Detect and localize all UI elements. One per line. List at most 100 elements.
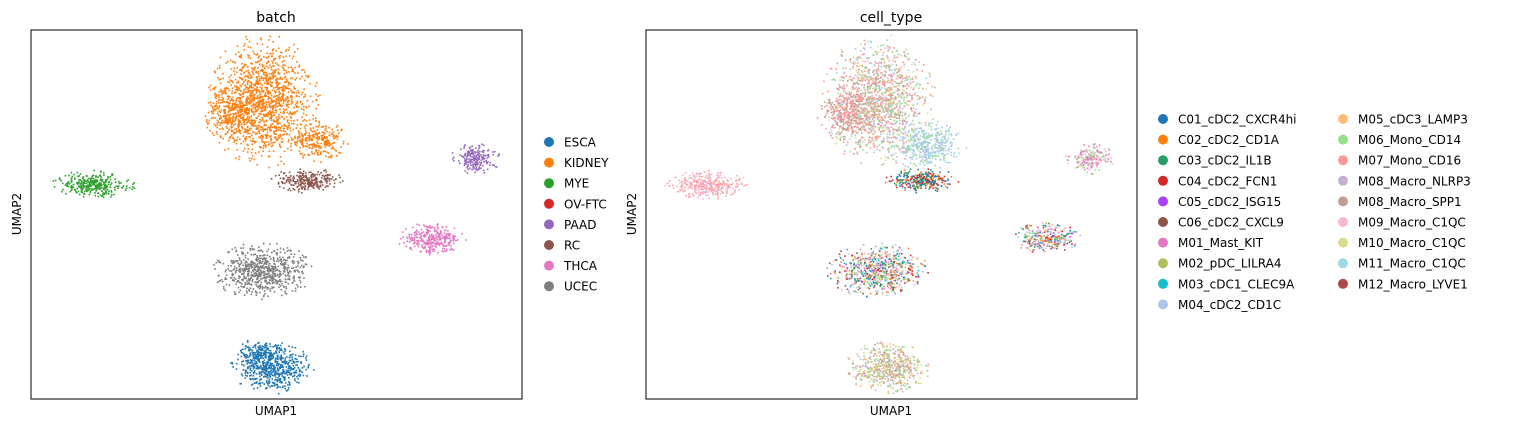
legend-marker-rc xyxy=(544,240,554,250)
scatter-point xyxy=(261,77,264,80)
scatter-point xyxy=(265,351,267,353)
scatter-point xyxy=(282,93,284,95)
scatter-point xyxy=(891,74,894,77)
scatter-point xyxy=(257,346,259,348)
scatter-point xyxy=(897,53,900,56)
scatter-point xyxy=(305,359,308,361)
scatter-point xyxy=(249,122,252,124)
scatter-point xyxy=(261,87,263,89)
scatter-point xyxy=(278,373,281,376)
scatter-point xyxy=(469,167,471,170)
scatter-point xyxy=(462,156,465,159)
scatter-point xyxy=(246,359,249,362)
scatter-point xyxy=(270,137,273,140)
scatter-point xyxy=(219,122,221,125)
scatter-point xyxy=(910,86,913,89)
scatter-point xyxy=(251,155,254,157)
scatter-point xyxy=(258,261,260,263)
scatter-point xyxy=(258,55,261,57)
scatter-point xyxy=(299,174,301,177)
scatter-point xyxy=(78,175,80,177)
scatter-point xyxy=(436,224,439,226)
scatter-point xyxy=(296,119,299,121)
scatter-point xyxy=(443,232,446,235)
scatter-point xyxy=(875,100,878,103)
scatter-point xyxy=(883,139,885,141)
scatter-point xyxy=(866,78,868,81)
scatter-point xyxy=(319,94,321,97)
scatter-point xyxy=(289,350,291,353)
scatter-point xyxy=(260,257,262,260)
scatter-point xyxy=(328,174,330,176)
scatter-point xyxy=(409,238,412,241)
scatter-point xyxy=(433,235,435,237)
scatter-point xyxy=(452,249,455,251)
scatter-point xyxy=(216,133,219,135)
scatter-point xyxy=(266,379,268,382)
scatter-point xyxy=(254,88,257,91)
scatter-point xyxy=(216,126,218,129)
scatter-point xyxy=(269,243,271,245)
scatter-point xyxy=(246,107,249,109)
scatter-point xyxy=(271,71,274,74)
scatter-point xyxy=(317,95,319,97)
scatter-point xyxy=(294,87,297,90)
scatter-point xyxy=(882,58,885,61)
scatter-point xyxy=(250,277,252,279)
scatter-point xyxy=(279,274,281,277)
scatter-point xyxy=(72,186,75,189)
scatter-point xyxy=(283,353,286,355)
scatter-point xyxy=(288,176,290,179)
scatter-point xyxy=(488,164,491,166)
scatter-point xyxy=(308,179,311,181)
scatter-point xyxy=(263,125,265,127)
scatter-point xyxy=(291,77,294,79)
scatter-point xyxy=(290,142,292,145)
scatter-point xyxy=(103,183,105,185)
scatter-point xyxy=(270,354,273,357)
scatter-point xyxy=(889,82,891,84)
scatter-point xyxy=(105,187,107,189)
scatter-point xyxy=(286,119,289,122)
scatter-point xyxy=(876,146,879,148)
scatter-point xyxy=(252,96,255,98)
scatter-point xyxy=(308,363,310,366)
scatter-point xyxy=(285,366,288,368)
scatter-point xyxy=(249,160,251,162)
scatter-point xyxy=(269,106,271,109)
scatter-point xyxy=(234,260,237,262)
scatter-point xyxy=(333,179,335,182)
scatter-point xyxy=(425,231,427,234)
scatter-point xyxy=(77,175,79,178)
scatter-point xyxy=(250,367,252,370)
scatter-point xyxy=(85,175,88,177)
scatter-point xyxy=(301,192,303,194)
scatter-point xyxy=(279,386,281,388)
scatter-point xyxy=(283,72,286,75)
scatter-point xyxy=(267,143,270,146)
scatter-point xyxy=(336,136,338,138)
scatter-point xyxy=(247,54,249,56)
scatter-point xyxy=(896,72,898,74)
scatter-point xyxy=(268,92,270,94)
scatter-point xyxy=(251,143,253,146)
scatter-point xyxy=(908,104,910,107)
scatter-point xyxy=(218,90,221,93)
scatter-point xyxy=(237,51,240,53)
scatter-point xyxy=(310,143,313,146)
scatter-point xyxy=(273,104,276,107)
scatter-point xyxy=(269,84,272,86)
scatter-point xyxy=(257,95,259,97)
scatter-point xyxy=(258,246,260,248)
scatter-point xyxy=(267,268,269,270)
scatter-point xyxy=(253,69,256,71)
scatter-point xyxy=(429,226,432,229)
scatter-point xyxy=(103,186,106,189)
scatter-point xyxy=(271,126,274,128)
scatter-point xyxy=(247,115,250,118)
scatter-point xyxy=(255,104,257,106)
scatter-point xyxy=(277,135,280,137)
scatter-point xyxy=(285,293,288,295)
scatter-point xyxy=(215,97,217,100)
scatter-point xyxy=(254,88,256,90)
